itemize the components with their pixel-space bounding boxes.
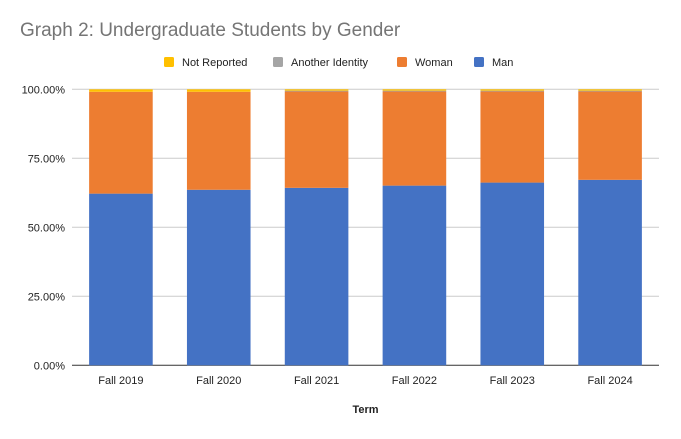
legend-label: Another Identity xyxy=(291,57,369,69)
legend-swatch xyxy=(164,57,174,67)
bar-segment-woman xyxy=(186,91,251,190)
x-tick-label: Fall 2023 xyxy=(490,375,535,387)
bar-segment-woman xyxy=(284,91,349,188)
x-tick-label: Fall 2024 xyxy=(587,375,632,387)
bar-segment-man xyxy=(578,179,642,366)
chart-title: Graph 2: Undergraduate Students by Gende… xyxy=(20,20,401,41)
bar-segment-man xyxy=(382,185,447,366)
bar-segment-not-reported xyxy=(284,89,349,91)
legend-swatch xyxy=(474,57,484,67)
bar-segment-not-reported xyxy=(480,89,545,91)
x-axis-label: Term xyxy=(352,404,378,416)
legend-label: Woman xyxy=(415,57,453,69)
bar-segment-not-reported xyxy=(186,89,251,92)
bar-segment-woman xyxy=(89,91,153,194)
y-tick-label: 50.00% xyxy=(28,222,66,234)
bar-segment-another-identity xyxy=(480,90,545,92)
bar-segment-man xyxy=(186,189,251,366)
y-tick-label: 0.00% xyxy=(34,360,65,372)
y-tick-label: 100.00% xyxy=(22,84,66,96)
legend-label: Man xyxy=(492,57,513,69)
bar-segment-not-reported xyxy=(89,89,153,92)
legend-swatch xyxy=(273,57,283,67)
bar-segment-another-identity xyxy=(284,90,349,92)
x-tick-label: Fall 2019 xyxy=(98,375,143,387)
legend-label: Not Reported xyxy=(182,57,247,69)
bar-segment-man xyxy=(284,187,349,366)
x-tick-label: Fall 2020 xyxy=(196,375,241,387)
x-tick-label: Fall 2022 xyxy=(392,375,437,387)
bar-segment-another-identity xyxy=(578,90,642,92)
bar-segment-woman xyxy=(578,91,642,180)
bar-segment-not-reported xyxy=(578,89,642,91)
bar-segment-not-reported xyxy=(382,89,447,91)
bar-segment-woman xyxy=(382,91,447,186)
y-tick-label: 25.00% xyxy=(28,291,66,303)
x-tick-label: Fall 2021 xyxy=(294,375,339,387)
bar-segment-another-identity xyxy=(382,90,447,92)
bar-segment-man xyxy=(89,193,153,366)
y-tick-label: 75.00% xyxy=(28,153,66,165)
legend-swatch xyxy=(397,57,407,67)
bar-segment-woman xyxy=(480,91,545,183)
bar-segment-man xyxy=(480,182,545,366)
